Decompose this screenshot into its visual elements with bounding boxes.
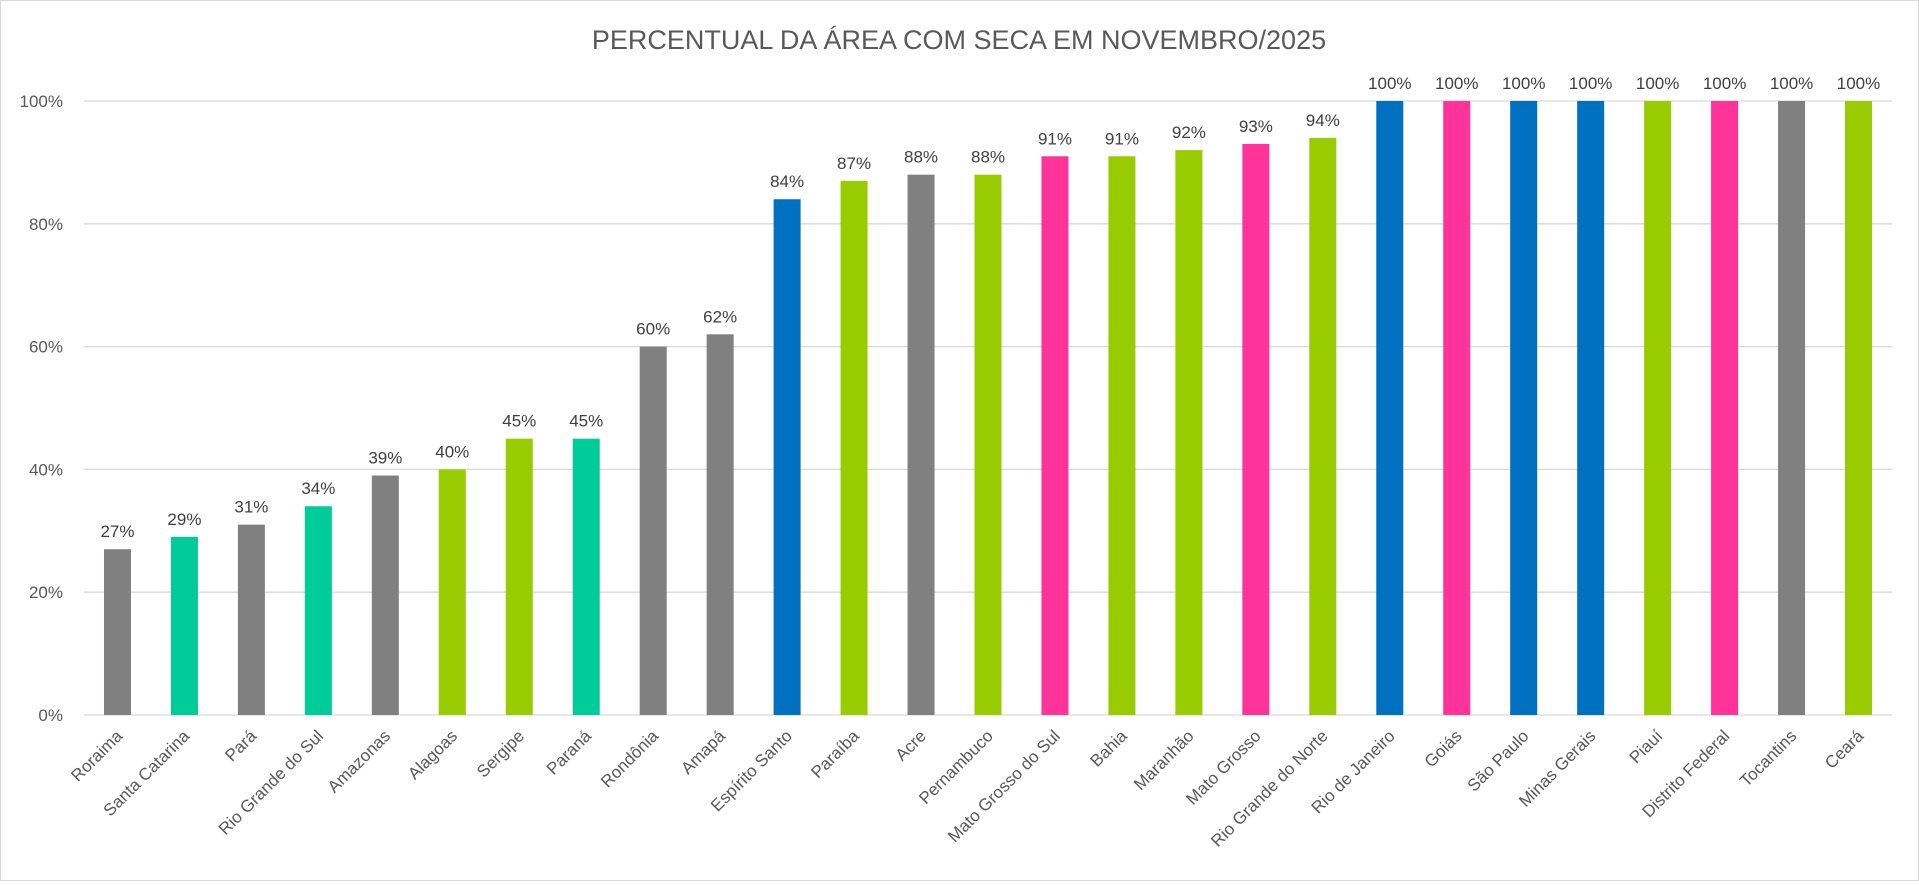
data-label: 84%: [770, 172, 804, 191]
bar: [840, 180, 868, 715]
data-label: 40%: [435, 442, 469, 461]
x-tick-label: Tocantins: [1736, 726, 1800, 790]
bar: [1711, 101, 1739, 715]
bar: [1577, 101, 1605, 715]
x-tick-label: Sergipe: [473, 726, 528, 781]
bar: [1242, 143, 1270, 716]
bar: [1510, 101, 1538, 715]
x-tick-label: Pará: [221, 726, 260, 765]
data-label: 93%: [1239, 117, 1273, 136]
data-label: 100%: [1368, 74, 1411, 93]
x-tick-label: Alagoas: [404, 726, 461, 783]
data-label: 100%: [1703, 74, 1746, 93]
bar: [1041, 156, 1069, 715]
bar: [639, 346, 667, 715]
x-tick-label: Maranhão: [1130, 726, 1198, 794]
y-tick-label: 60%: [29, 338, 63, 357]
x-tick-label: Ceará: [1821, 726, 1868, 773]
data-label: 100%: [1435, 74, 1478, 93]
bar: [103, 549, 131, 715]
data-label: 60%: [636, 320, 670, 339]
data-label: 45%: [502, 412, 536, 431]
bar: [1845, 101, 1873, 715]
x-tick-label: Piauí: [1626, 726, 1667, 767]
data-label: 87%: [837, 154, 871, 173]
chart-title: PERCENTUAL DA ÁREA COM SECA EM NOVEMBRO/…: [592, 25, 1326, 55]
data-label: 100%: [1502, 74, 1545, 93]
data-label: 94%: [1306, 111, 1340, 130]
bar: [170, 536, 198, 715]
data-label: 34%: [301, 479, 335, 498]
x-tick-label: Amapá: [677, 726, 729, 778]
data-label: 91%: [1038, 129, 1072, 148]
data-label: 88%: [904, 148, 938, 167]
data-label: 45%: [569, 412, 603, 431]
bar: [505, 438, 533, 715]
bar: [1778, 101, 1806, 715]
bar: [1644, 101, 1672, 715]
bar: [1175, 150, 1203, 715]
bar: [773, 199, 801, 716]
x-tick-label: Rio Grande do Norte: [1207, 726, 1331, 850]
x-tick-label: Rondônia: [597, 726, 662, 791]
y-tick-label: 100%: [20, 92, 63, 111]
data-label: 62%: [703, 307, 737, 326]
x-tick-label: Acre: [892, 726, 930, 764]
bar: [706, 334, 734, 715]
bar: [974, 174, 1002, 715]
x-tick-label: Bahia: [1087, 726, 1132, 771]
bar: [907, 174, 935, 715]
data-label: 100%: [1569, 74, 1612, 93]
data-label: 88%: [971, 148, 1005, 167]
x-tick-label: Paraná: [543, 726, 596, 779]
y-tick-label: 0%: [38, 706, 63, 725]
data-label: 100%: [1837, 74, 1880, 93]
bar: [438, 469, 466, 715]
bar: [237, 524, 265, 715]
bar: [1309, 137, 1337, 716]
y-tick-label: 40%: [29, 460, 63, 479]
data-label: 91%: [1105, 129, 1139, 148]
bar: [304, 506, 332, 715]
x-tick-label: Amazonas: [324, 726, 394, 796]
x-tick-label: São Paulo: [1464, 726, 1533, 795]
data-label: 29%: [167, 510, 201, 529]
data-label: 100%: [1636, 74, 1679, 93]
y-tick-label: 20%: [29, 583, 63, 602]
bar: [1376, 101, 1404, 715]
data-label: 100%: [1770, 74, 1813, 93]
x-tick-label: Paraíba: [807, 726, 863, 782]
data-label: 27%: [100, 522, 134, 541]
bar: [1108, 156, 1136, 715]
bar: [572, 438, 600, 715]
bar: [1443, 101, 1471, 715]
data-label: 39%: [368, 449, 402, 468]
data-label: 31%: [234, 498, 268, 517]
x-tick-label: Goiás: [1421, 726, 1466, 771]
data-label: 92%: [1172, 123, 1206, 142]
y-tick-label: 80%: [29, 215, 63, 234]
bar: [371, 475, 399, 715]
x-tick-label: Mato Grosso do Sul: [944, 726, 1064, 846]
x-tick-label: Roraima: [67, 726, 126, 785]
